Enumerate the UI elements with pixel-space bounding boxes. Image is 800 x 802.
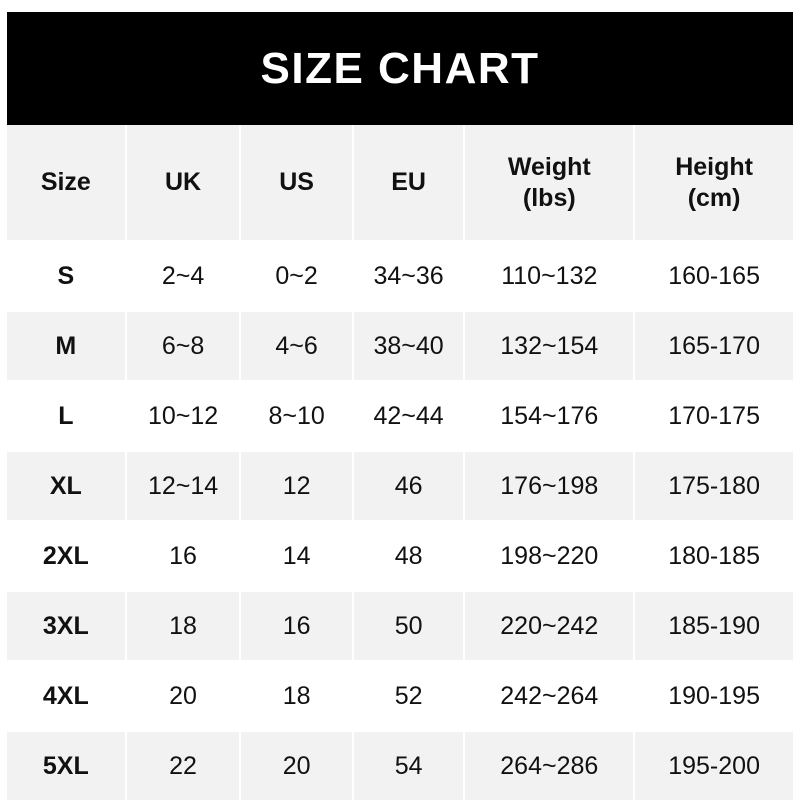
column-header-size[interactable]: Size (7, 125, 127, 242)
cell-size: 2XL (7, 521, 127, 592)
column-header-label: US (279, 168, 314, 197)
table-row[interactable]: 5XL 22 20 54 264~286 195-200 (7, 731, 793, 802)
cell-size: M (7, 311, 127, 382)
cell-us: 0~2 (240, 241, 354, 312)
column-header-label: Size (40, 168, 91, 197)
column-header-label: EU (391, 168, 426, 197)
cell-eu: 54 (352, 731, 466, 802)
cell-us: 20 (240, 731, 354, 802)
cell-eu: 34~36 (352, 241, 466, 312)
column-header-eu[interactable]: EU (352, 125, 466, 242)
table-header-row: Size UK US EU Weight (lbs) Height (cm) (7, 125, 793, 242)
column-header-height[interactable]: Height (cm) (634, 125, 793, 242)
cell-us: 18 (240, 661, 354, 732)
table-row[interactable]: 3XL 18 16 50 220~242 185-190 (7, 591, 793, 662)
table-row[interactable]: 4XL 20 18 52 242~264 190-195 (7, 661, 793, 732)
cell-uk: 16 (125, 521, 242, 592)
cell-eu: 50 (352, 591, 466, 662)
cell-uk: 18 (125, 591, 242, 662)
cell-uk: 10~12 (125, 381, 242, 452)
cell-size: L (7, 381, 127, 452)
table-row[interactable]: S 2~4 0~2 34~36 110~132 160-165 (7, 241, 793, 312)
column-header-unit: (cm) (687, 183, 741, 212)
cell-size: 5XL (7, 731, 127, 802)
column-header-label: UK (164, 168, 202, 197)
cell-size: XL (7, 451, 127, 522)
cell-eu: 42~44 (352, 381, 466, 452)
cell-size: 4XL (7, 661, 127, 732)
table-row[interactable]: XL 12~14 12 46 176~198 175-180 (7, 451, 793, 522)
cell-height: 175-180 (634, 451, 793, 522)
cell-us: 16 (240, 591, 354, 662)
cell-uk: 22 (125, 731, 242, 802)
cell-eu: 48 (352, 521, 466, 592)
cell-height: 195-200 (634, 731, 793, 802)
cell-us: 14 (240, 521, 354, 592)
column-header-us[interactable]: US (240, 125, 354, 242)
cell-weight: 264~286 (464, 731, 636, 802)
cell-us: 8~10 (240, 381, 354, 452)
cell-weight: 154~176 (464, 381, 636, 452)
column-header-weight[interactable]: Weight (lbs) (464, 125, 636, 242)
table-row[interactable]: 2XL 16 14 48 198~220 180-185 (7, 521, 793, 592)
cell-eu: 52 (352, 661, 466, 732)
cell-height: 190-195 (634, 661, 793, 732)
cell-weight: 132~154 (464, 311, 636, 382)
cell-height: 160-165 (634, 241, 793, 312)
cell-height: 185-190 (634, 591, 793, 662)
cell-uk: 12~14 (125, 451, 242, 522)
size-chart-table: Size UK US EU Weight (lbs) Height (cm) S 2~4 0~2 3… (7, 125, 793, 802)
column-header-unit: (lbs) (522, 183, 576, 212)
column-header-label: Weight (507, 153, 591, 181)
cell-uk: 2~4 (125, 241, 242, 312)
cell-weight: 220~242 (464, 591, 636, 662)
cell-eu: 46 (352, 451, 466, 522)
cell-height: 165-170 (634, 311, 793, 382)
title-banner: SIZE CHART (7, 12, 793, 125)
cell-us: 12 (240, 451, 354, 522)
column-header-label: Height (675, 153, 753, 181)
table-row[interactable]: M 6~8 4~6 38~40 132~154 165-170 (7, 311, 793, 382)
cell-uk: 6~8 (125, 311, 242, 382)
cell-size: S (7, 241, 127, 312)
cell-eu: 38~40 (352, 311, 466, 382)
cell-weight: 198~220 (464, 521, 636, 592)
cell-height: 170-175 (634, 381, 793, 452)
table-header: Size UK US EU Weight (lbs) Height (cm) (7, 125, 793, 242)
cell-weight: 176~198 (464, 451, 636, 522)
cell-size: 3XL (7, 591, 127, 662)
cell-uk: 20 (125, 661, 242, 732)
column-header-uk[interactable]: UK (125, 125, 242, 242)
cell-weight: 242~264 (464, 661, 636, 732)
cell-us: 4~6 (240, 311, 354, 382)
table-row[interactable]: L 10~12 8~10 42~44 154~176 170-175 (7, 381, 793, 452)
cell-weight: 110~132 (464, 241, 636, 312)
table-body: S 2~4 0~2 34~36 110~132 160-165 M 6~8 4~6 38~40 13… (7, 241, 793, 802)
page-title: SIZE CHART (260, 43, 540, 93)
cell-height: 180-185 (634, 521, 793, 592)
